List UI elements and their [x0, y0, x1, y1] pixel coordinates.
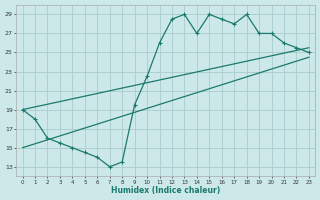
- X-axis label: Humidex (Indice chaleur): Humidex (Indice chaleur): [111, 186, 220, 195]
